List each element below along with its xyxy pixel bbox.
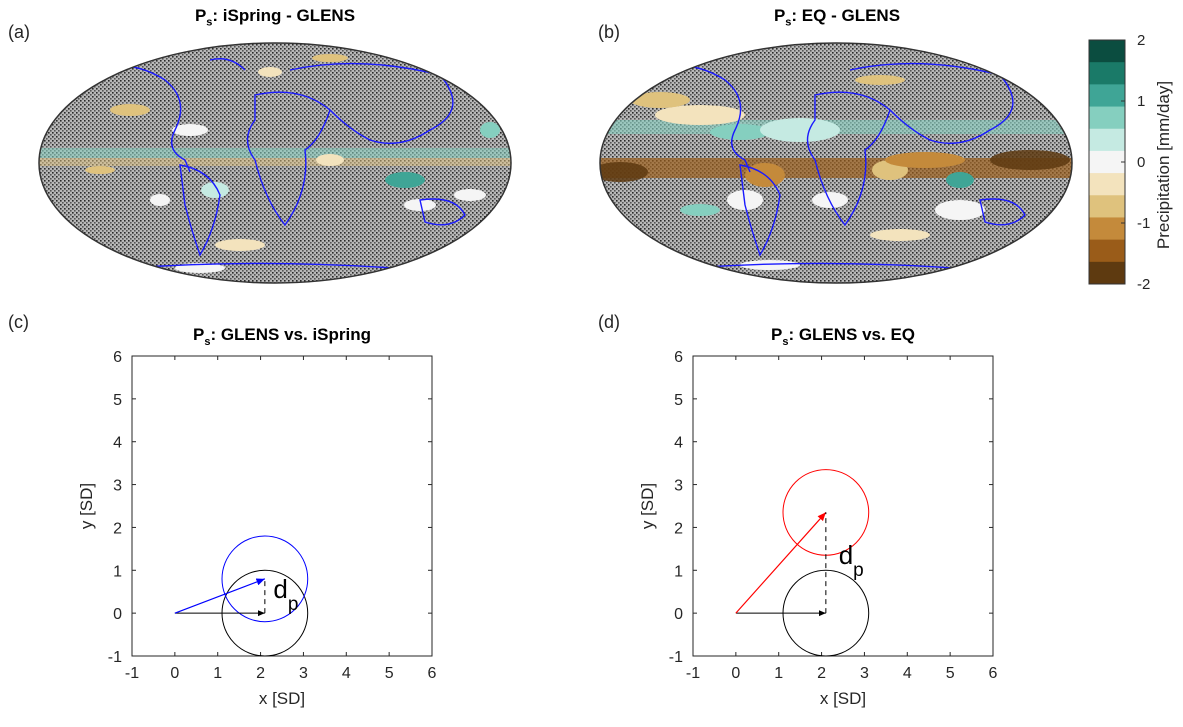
plot-frame xyxy=(131,355,433,657)
x-tick-label: -1 xyxy=(686,665,700,682)
x-axis-label: x [SD] xyxy=(820,689,866,708)
panel-label-a: (a) xyxy=(8,22,30,42)
dp-label: dp xyxy=(839,540,864,581)
y-tick-label: 3 xyxy=(674,478,683,495)
colorbar-swatch xyxy=(1089,40,1125,63)
map-title-a: Ps: iSpring - GLENS xyxy=(194,6,356,29)
x-tick-label: 4 xyxy=(342,665,351,682)
y-tick-label: 3 xyxy=(113,478,122,495)
colorbar-swatch xyxy=(1089,261,1125,285)
x-tick-label: 6 xyxy=(989,665,998,682)
chart-title: Ps: GLENS vs. iSpring xyxy=(193,325,371,348)
colorbar-swatch xyxy=(1089,150,1125,174)
x-tick-label: 5 xyxy=(946,665,955,682)
panel-label-d: (d) xyxy=(598,312,620,332)
y-tick-label: 4 xyxy=(674,435,683,452)
panel-label-c: (c) xyxy=(8,312,29,332)
x-tick-label: 2 xyxy=(817,665,826,682)
colorbar-swatch xyxy=(1089,84,1125,108)
colorbar-swatch xyxy=(1089,173,1125,196)
y-tick-label: -1 xyxy=(669,649,683,666)
y-tick-label: -1 xyxy=(108,649,122,666)
chart-c: -1 0 1 2 3 4 5 6 -1 0 1 2 3 4 5 6 x [SD] y [SD] Ps: GLENS … xyxy=(77,325,437,708)
colorbar: 2 1 0 -1 -2 xyxy=(1088,32,1150,293)
x-tick-label: 0 xyxy=(731,665,740,682)
y-tick-label: 2 xyxy=(674,520,683,537)
comparison-circle xyxy=(221,535,309,623)
x-tick-label: 1 xyxy=(213,665,222,682)
y-tick-label: 6 xyxy=(674,349,683,366)
y-tick-label: 1 xyxy=(674,563,683,580)
dp-label: dp xyxy=(273,574,298,615)
map-a-frame xyxy=(38,42,512,284)
y-tick-label: 6 xyxy=(113,349,122,366)
colorbar-swatch xyxy=(1089,239,1125,263)
y-tick-label: 0 xyxy=(674,606,683,623)
y-tick-label: 2 xyxy=(113,520,122,537)
y-tick-label: 0 xyxy=(113,606,122,623)
x-tick-label: 0 xyxy=(170,665,179,682)
colorbar-tick-label: -1 xyxy=(1137,215,1150,232)
map-a xyxy=(39,43,511,283)
comparison-vector xyxy=(735,512,827,614)
comparison-vector xyxy=(174,578,266,614)
y-axis-label: y [SD] xyxy=(77,483,96,529)
x-tick-label: -1 xyxy=(125,665,139,682)
y-tick-label: 5 xyxy=(113,392,122,409)
colorbar-swatch xyxy=(1089,217,1125,241)
x-axis-label: x [SD] xyxy=(259,689,305,708)
x-tick-label: 3 xyxy=(299,665,308,682)
map-title-b: Ps: EQ - GLENS xyxy=(773,6,901,29)
colorbar-tick-label: 1 xyxy=(1137,93,1145,110)
y-tick-label: 5 xyxy=(674,392,683,409)
x-tick-label: 4 xyxy=(903,665,912,682)
colorbar-swatch xyxy=(1089,62,1125,85)
chart-d: -1 0 1 2 3 4 5 6 -1 0 1 2 3 4 5 6 x [SD] y [SD] Ps: GLENS … xyxy=(638,325,998,708)
x-tick-label: 1 xyxy=(774,665,783,682)
x-tick-label: 3 xyxy=(860,665,869,682)
panel-label-b: (b) xyxy=(598,22,620,42)
map-b xyxy=(600,43,1072,283)
colorbar-tick-label: 0 xyxy=(1137,154,1145,171)
x-tick-label: 5 xyxy=(385,665,394,682)
colorbar-swatch xyxy=(1089,106,1125,130)
chart-title: Ps: GLENS vs. EQ xyxy=(771,325,915,348)
colorbar-tick-label: 2 xyxy=(1137,32,1145,49)
colorbar-swatch xyxy=(1089,195,1125,218)
y-tick-label: 4 xyxy=(113,435,122,452)
colorbar-swatch xyxy=(1089,128,1125,152)
y-tick-label: 1 xyxy=(113,563,122,580)
map-b-frame xyxy=(599,42,1073,284)
x-tick-label: 6 xyxy=(428,665,437,682)
x-tick-label: 2 xyxy=(256,665,265,682)
colorbar-label: Precipitation [mm/day] xyxy=(1154,81,1173,249)
y-axis-label: y [SD] xyxy=(638,483,657,529)
colorbar-tick-label: -2 xyxy=(1137,276,1150,293)
